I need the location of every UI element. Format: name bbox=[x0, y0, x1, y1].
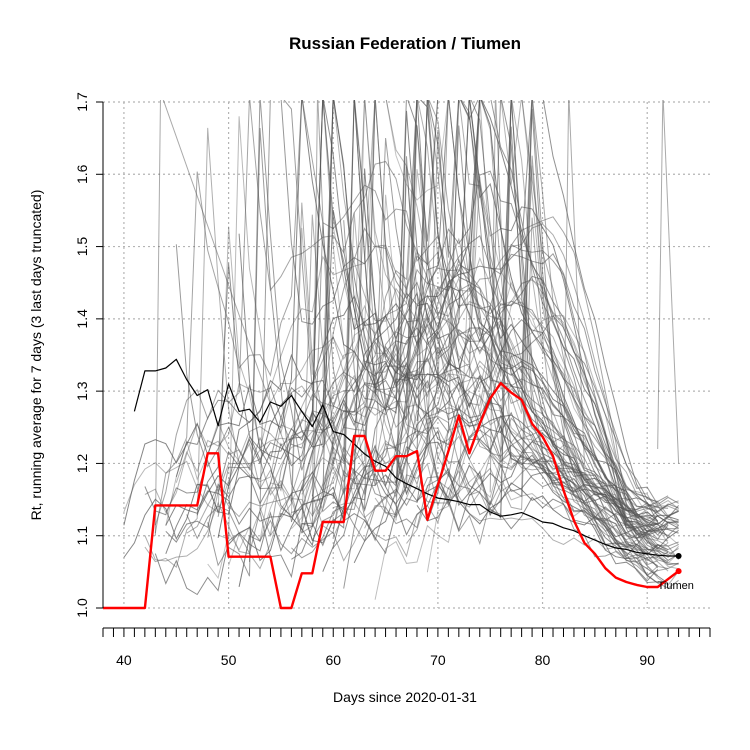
y-tick-label: 1.0 bbox=[74, 598, 90, 618]
y-axis-label: Rt, running average for 7 days (3 last d… bbox=[28, 190, 44, 521]
x-axis-label: Days since 2020-01-31 bbox=[333, 689, 477, 705]
region-line bbox=[217, 137, 659, 569]
y-tick-label: 1.2 bbox=[74, 453, 90, 473]
region-line bbox=[343, 100, 679, 589]
region-line bbox=[374, 300, 679, 570]
country-line-end-point bbox=[675, 552, 682, 559]
chart-title: Russian Federation / Tiumen bbox=[289, 34, 521, 53]
region-line bbox=[332, 237, 669, 551]
region-line bbox=[259, 100, 679, 579]
region-line bbox=[301, 100, 679, 562]
region-line bbox=[301, 155, 679, 576]
region-line bbox=[238, 100, 669, 587]
tiumen-line bbox=[103, 382, 680, 610]
region-line bbox=[291, 100, 679, 565]
region-line bbox=[249, 100, 679, 562]
y-tick-label: 1.6 bbox=[74, 164, 90, 184]
region-line bbox=[290, 361, 658, 536]
tiumen-line-end-point bbox=[675, 568, 682, 575]
y-tick-label: 1.4 bbox=[74, 309, 90, 329]
region-line bbox=[426, 281, 679, 573]
region-spike-line bbox=[489, 100, 512, 493]
region-spike-line bbox=[154, 100, 292, 536]
region-line bbox=[197, 100, 659, 532]
region-line bbox=[385, 100, 679, 536]
y-tick-label: 1.3 bbox=[74, 381, 90, 401]
region-line bbox=[353, 363, 669, 563]
region-line bbox=[311, 452, 679, 562]
region-spike-line bbox=[311, 100, 334, 515]
region-line bbox=[374, 453, 669, 600]
region-line bbox=[395, 166, 658, 546]
region-line bbox=[207, 100, 679, 558]
region-line bbox=[333, 462, 669, 572]
region-line bbox=[144, 100, 669, 539]
region-line bbox=[395, 100, 679, 519]
region-line bbox=[269, 100, 659, 522]
region-line bbox=[196, 100, 669, 552]
y-tick-label: 1.7 bbox=[74, 92, 90, 112]
region-line bbox=[238, 374, 679, 587]
region-line bbox=[123, 226, 659, 576]
region-line bbox=[332, 100, 658, 548]
country-line-group bbox=[133, 358, 682, 559]
region-line bbox=[364, 100, 679, 529]
region-line bbox=[144, 100, 679, 586]
region-line bbox=[154, 100, 658, 558]
x-tick-label: 50 bbox=[221, 652, 237, 668]
tiumen-label: Tiumen bbox=[658, 580, 694, 592]
background-region-lines bbox=[123, 100, 680, 600]
region-line bbox=[291, 212, 679, 526]
region-line bbox=[416, 441, 679, 532]
x-tick-label: 70 bbox=[430, 652, 446, 668]
region-line bbox=[228, 169, 658, 566]
region-line bbox=[207, 165, 669, 580]
country-line bbox=[133, 358, 679, 557]
highlight-line-group: Tiumen bbox=[103, 382, 694, 610]
region-line bbox=[301, 100, 679, 534]
region-spike-line bbox=[657, 100, 680, 464]
y-tick-label: 1.5 bbox=[74, 237, 90, 257]
x-tick-label: 80 bbox=[535, 652, 551, 668]
region-line bbox=[165, 100, 658, 543]
region-line bbox=[165, 414, 669, 584]
x-tick-label: 40 bbox=[116, 652, 132, 668]
region-line bbox=[291, 100, 669, 560]
y-tick-label: 1.1 bbox=[74, 526, 90, 546]
region-line bbox=[154, 100, 679, 556]
axes: 1.0 1.1 1.2 1.3 1.4 1.5 1.6 1.7 40 50 60 70 80 90 bbox=[74, 92, 711, 668]
x-tick-label: 60 bbox=[325, 652, 341, 668]
x-tick-label: 90 bbox=[639, 652, 655, 668]
region-line bbox=[269, 216, 658, 566]
region-line bbox=[322, 110, 658, 572]
region-line bbox=[406, 100, 658, 544]
region-line bbox=[186, 217, 669, 569]
region-line bbox=[259, 100, 669, 540]
region-line bbox=[123, 364, 669, 558]
region-line bbox=[175, 100, 669, 503]
region-spike-line bbox=[562, 100, 585, 471]
region-line bbox=[416, 407, 669, 584]
